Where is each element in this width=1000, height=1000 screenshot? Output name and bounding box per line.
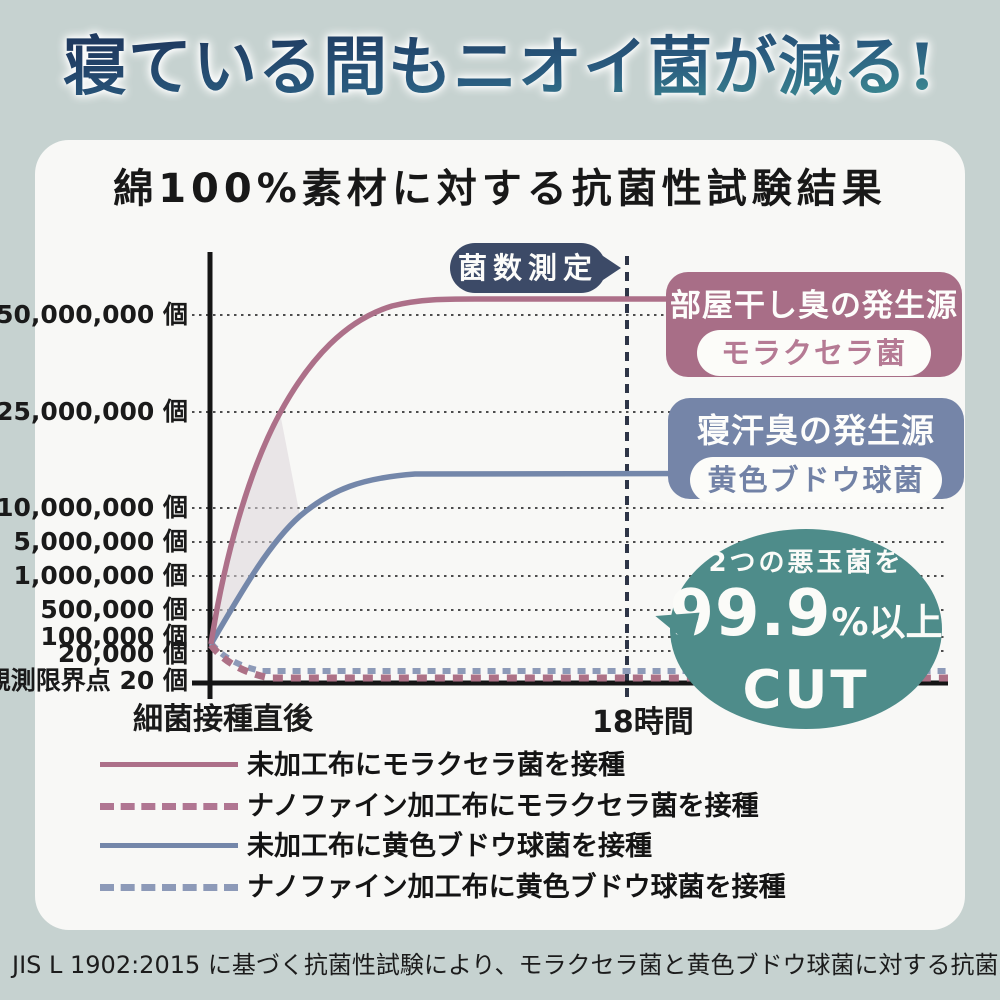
legend-label: ナノファイン加工布にモラクセラ菌を接種 (247, 791, 759, 822)
measure-bubble-tail-icon (603, 256, 621, 280)
y-tick-5m: 5,000,000 個 (13, 527, 188, 556)
staph-name-pill: 黄色ブドウ球菌 (690, 457, 942, 503)
legend-row-staph-treated: ナノファイン加工布に黄色ブドウ球菌を接種 (100, 870, 960, 906)
cut-percent-suffix: %以上 (831, 600, 943, 644)
legend-row-moraxella-untreated: 未加工布にモラクセラ菌を接種 (100, 748, 960, 784)
staph-badge: 寝汗臭の発生源 黄色ブドウ球菌 (668, 398, 964, 503)
moraxella-source-title: 部屋干し臭の発生源 (670, 288, 958, 324)
staph-source-title: 寝汗臭の発生源 (697, 411, 935, 450)
cut-bubble-line1: 2つの悪玉菌を (708, 547, 904, 578)
y-tick-detection-limit: 観測限界点 20 個 (0, 666, 188, 695)
legend-label: ナノファイン加工布に黄色ブドウ球菌を接種 (247, 872, 786, 903)
dashed-blue-line-icon (100, 884, 238, 891)
cut-action-label: CUT (742, 659, 870, 721)
y-tick-500k: 500,000 個 (40, 595, 188, 624)
measure-count-label: 菌数測定 (457, 251, 598, 285)
x-label-18h: 18時間 (592, 705, 694, 740)
legend-row-staph-untreated: 未加工布に黄色ブドウ球菌を接種 (100, 829, 960, 865)
headline: 寝ている間もニオイ菌が減る! (0, 22, 1000, 114)
solid-pink-line-icon (100, 762, 238, 767)
y-tick-10m: 10,000,000 個 (0, 493, 188, 522)
moraxella-name-pill: モラクセラ菌 (697, 330, 931, 376)
y-tick-20k: 20,000 個 (57, 639, 188, 668)
moraxella-badge: 部屋干し臭の発生源 モラクセラ菌 (666, 272, 962, 377)
legend-label: 未加工布に黄色ブドウ球菌を接種 (247, 831, 652, 862)
y-tick-1m: 1,000,000 個 (13, 561, 188, 590)
cut-result-bubble: 2つの悪玉菌を 99.9%以上 CUT (650, 529, 943, 729)
cut-bubble-value-line: 99.9%以上 (670, 581, 943, 663)
y-tick-50m: 50,000,000 個 (0, 300, 188, 329)
dashed-pink-line-icon (100, 803, 238, 810)
legend-label: 未加工布にモラクセラ菌を接種 (247, 750, 625, 781)
y-tick-100k: 100,000 個 (40, 622, 188, 651)
measure-count-bubble: 菌数測定 (450, 243, 621, 293)
cut-percent-value: 99.9 (669, 576, 832, 651)
card-title: 綿100%素材に対する抗菌性試験結果 (113, 166, 887, 212)
legend-row-moraxella-treated: ナノファイン加工布にモラクセラ菌を接種 (100, 789, 960, 825)
y-tick-25m: 25,000,000 個 (0, 397, 188, 426)
jis-footnote: JIS L 1902:2015 に基づく抗菌性試験により、モラクセラ菌と黄色ブド… (12, 951, 1000, 979)
solid-blue-line-icon (100, 843, 238, 848)
x-label-start: 細菌接種直後 (133, 702, 313, 737)
